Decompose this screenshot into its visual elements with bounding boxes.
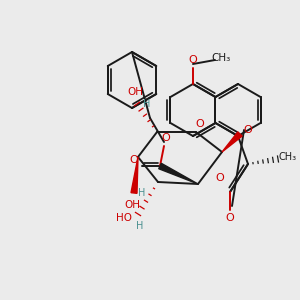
Text: HO: HO bbox=[116, 213, 132, 223]
Text: CH₃: CH₃ bbox=[211, 53, 231, 63]
Text: O: O bbox=[196, 119, 204, 129]
Text: O: O bbox=[162, 133, 170, 143]
Text: OH: OH bbox=[127, 87, 143, 97]
Text: O: O bbox=[130, 155, 138, 165]
Text: O: O bbox=[189, 55, 197, 65]
Text: O: O bbox=[244, 125, 252, 135]
Text: H: H bbox=[136, 221, 144, 231]
Text: H: H bbox=[138, 188, 146, 198]
Polygon shape bbox=[131, 157, 138, 193]
Polygon shape bbox=[222, 132, 242, 152]
Text: H: H bbox=[143, 99, 151, 109]
Text: O: O bbox=[226, 213, 234, 223]
Text: OH: OH bbox=[124, 200, 140, 210]
Text: O: O bbox=[216, 173, 224, 183]
Text: CH₃: CH₃ bbox=[279, 152, 297, 162]
Polygon shape bbox=[159, 163, 198, 184]
